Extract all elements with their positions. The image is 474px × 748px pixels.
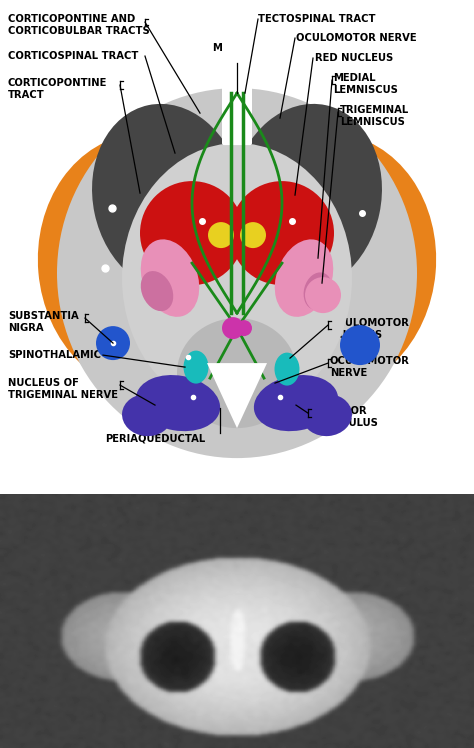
Text: CORTICOBULBAR TRACTS: CORTICOBULBAR TRACTS (8, 26, 150, 36)
Circle shape (230, 181, 334, 285)
Ellipse shape (57, 88, 417, 458)
Circle shape (305, 277, 341, 313)
Text: OCULOMOTOR: OCULOMOTOR (330, 318, 410, 328)
Ellipse shape (230, 104, 382, 292)
Ellipse shape (302, 394, 352, 436)
Text: NERVE: NERVE (330, 368, 367, 378)
Ellipse shape (92, 104, 244, 292)
Text: TRIGEMINAL: TRIGEMINAL (340, 105, 409, 115)
Circle shape (340, 325, 380, 365)
Text: TRACT: TRACT (8, 90, 45, 100)
Ellipse shape (254, 375, 338, 431)
Text: TECTOSPINAL TRACT: TECTOSPINAL TRACT (258, 14, 375, 24)
Text: LEMNISCUS: LEMNISCUS (340, 117, 405, 127)
Text: SUBSTANTIA: SUBSTANTIA (8, 311, 79, 321)
Circle shape (222, 317, 244, 339)
FancyBboxPatch shape (222, 11, 252, 145)
Text: NUCLEUS: NUCLEUS (330, 330, 382, 340)
Text: MLF: MLF (212, 43, 235, 53)
Ellipse shape (141, 239, 199, 317)
Text: CORTICOPONTINE AND: CORTICOPONTINE AND (8, 14, 135, 24)
Ellipse shape (183, 351, 209, 384)
Text: PERIAQUEDUCTAL: PERIAQUEDUCTAL (105, 433, 205, 443)
Text: CORTICOSPINAL TRACT: CORTICOSPINAL TRACT (8, 51, 138, 61)
Text: OCULOMOTOR: OCULOMOTOR (330, 356, 410, 366)
Ellipse shape (275, 239, 333, 317)
Text: RED NUCLEUS: RED NUCLEUS (315, 53, 393, 63)
Text: LEMNISCUS: LEMNISCUS (333, 85, 398, 95)
Ellipse shape (141, 271, 173, 311)
Polygon shape (207, 363, 267, 428)
Text: TRIGEMINAL NERVE: TRIGEMINAL NERVE (8, 390, 118, 400)
Circle shape (240, 222, 266, 248)
Ellipse shape (122, 394, 172, 436)
Ellipse shape (38, 133, 258, 393)
Ellipse shape (304, 272, 332, 310)
Text: OCULOMOTOR NERVE: OCULOMOTOR NERVE (296, 33, 417, 43)
Text: SPINOTHALAMIC: SPINOTHALAMIC (8, 350, 101, 360)
Ellipse shape (122, 143, 352, 413)
Text: NIGRA: NIGRA (8, 323, 44, 333)
Ellipse shape (216, 133, 436, 393)
Text: COLLICULUS: COLLICULUS (310, 418, 379, 428)
Ellipse shape (177, 318, 297, 428)
Circle shape (208, 222, 234, 248)
Ellipse shape (274, 352, 300, 386)
Text: NUCLEUS OF: NUCLEUS OF (8, 378, 79, 388)
Text: SUPERIOR: SUPERIOR (310, 406, 366, 416)
Circle shape (236, 320, 252, 336)
Circle shape (96, 326, 130, 360)
Text: MEDIAL: MEDIAL (333, 73, 375, 83)
Text: CORTICOPONTINE: CORTICOPONTINE (8, 78, 108, 88)
Ellipse shape (136, 375, 220, 431)
Circle shape (140, 181, 244, 285)
